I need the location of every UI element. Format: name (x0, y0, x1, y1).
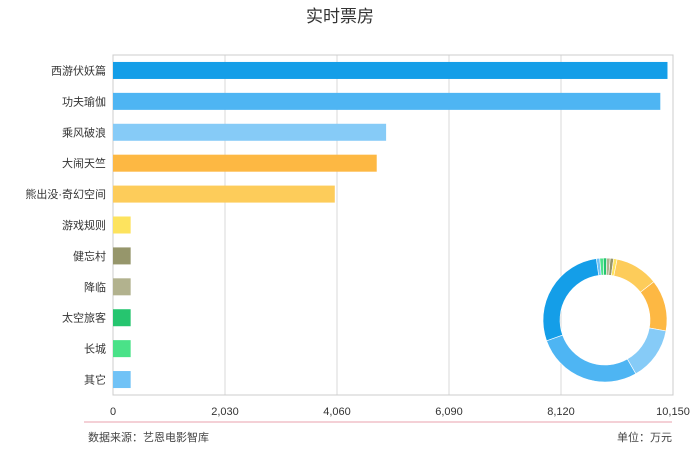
bar (113, 154, 377, 172)
category-label: 长城 (84, 343, 106, 356)
donut-slice (542, 258, 600, 342)
x-tick-label: 6,090 (435, 406, 463, 418)
x-tick-labels: 0 2,030 4,060 6,090 8,120 10,150 (110, 406, 690, 418)
data-source: 数据来源：艺恩电影智库 (88, 430, 209, 444)
category-label: 其它 (84, 373, 106, 387)
category-label: 太空旅客 (62, 311, 106, 325)
x-tick-label: 0 (110, 406, 116, 418)
bar (113, 185, 335, 203)
category-label: 功夫瑜伽 (62, 94, 106, 108)
bar (113, 92, 661, 110)
category-label: 降临 (84, 280, 106, 294)
bar (113, 309, 131, 327)
x-tick-label: 4,060 (323, 406, 351, 418)
unit-label: 单位：万元 (617, 430, 672, 444)
category-labels: 西游伏妖篇功夫瑜伽乘风破浪大闹天竺熊出没·奇幻空间游戏规则健忘村降临太空旅客长城… (25, 63, 106, 386)
x-tick-label: 8,120 (547, 406, 575, 418)
bar (113, 123, 387, 141)
bar (113, 61, 668, 79)
bar (113, 340, 131, 358)
bar (113, 278, 131, 296)
x-tick-label: 2,030 (211, 406, 239, 418)
category-label: 健忘村 (73, 249, 106, 263)
category-label: 熊出没·奇幻空间 (25, 187, 106, 201)
bar (113, 216, 131, 234)
category-label: 乘风破浪 (62, 125, 106, 139)
x-tick-label: 10,150 (656, 406, 690, 418)
donut-slice (626, 327, 667, 375)
bars (113, 61, 668, 389)
category-label: 游戏规则 (62, 218, 106, 232)
donut-slice (546, 334, 637, 383)
category-label: 大闹天竺 (62, 156, 106, 170)
donut-slice (639, 281, 668, 332)
donut-chart (542, 257, 668, 383)
category-label: 西游伏妖篇 (51, 63, 106, 77)
bar (113, 247, 131, 265)
bar (113, 371, 131, 389)
chart-title: 实时票房 (306, 7, 374, 26)
